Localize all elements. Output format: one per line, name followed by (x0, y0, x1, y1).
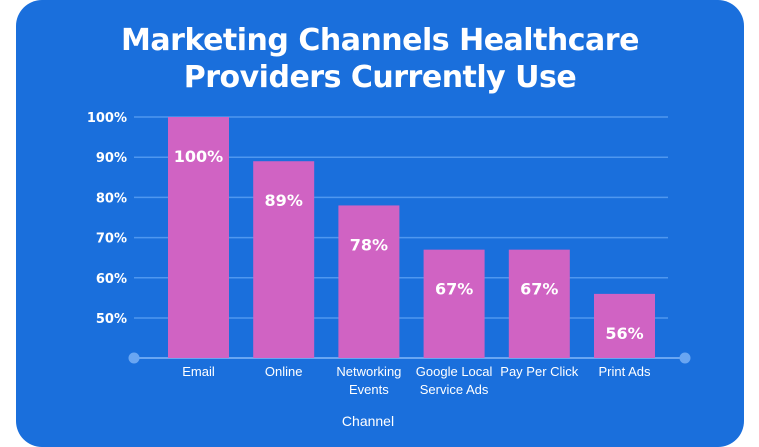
x-axis-start-dot (128, 352, 140, 364)
category-label: Online (265, 364, 303, 379)
y-tick-label: 100% (87, 111, 127, 126)
y-tick-label: 70% (96, 232, 127, 247)
bar (168, 117, 229, 358)
bar (423, 249, 485, 358)
category-label: Pay Per Click (500, 364, 579, 379)
bar (594, 293, 655, 358)
y-tick-label: 90% (96, 151, 127, 166)
y-tick-label: 80% (96, 191, 127, 206)
category-label: Print Ads (598, 364, 651, 379)
data-label: 67% (435, 280, 473, 299)
data-label: 89% (265, 191, 303, 210)
data-label: 100% (174, 147, 223, 166)
data-label: 67% (520, 280, 558, 299)
y-tick-label: 60% (96, 272, 127, 287)
y-tick-label: 50% (96, 312, 127, 327)
bar (338, 205, 400, 358)
chart-title: Marketing Channels Healthcare Providers … (16, 22, 744, 96)
category-label: Email (182, 364, 215, 379)
bar (508, 249, 570, 358)
category-label: Google Local (416, 364, 493, 379)
x-axis-end-dot (679, 352, 691, 364)
bar (253, 161, 315, 358)
category-label: Events (349, 382, 389, 397)
chart-title-line-2: Providers Currently Use (183, 60, 577, 95)
data-label: 56% (605, 324, 643, 343)
x-axis-title: Channel (342, 413, 394, 429)
category-label: Service Ads (420, 382, 489, 397)
category-label: Networking (336, 364, 401, 379)
chart-title-line-1: Marketing Channels Healthcare (121, 23, 639, 58)
data-label: 78% (350, 235, 388, 254)
